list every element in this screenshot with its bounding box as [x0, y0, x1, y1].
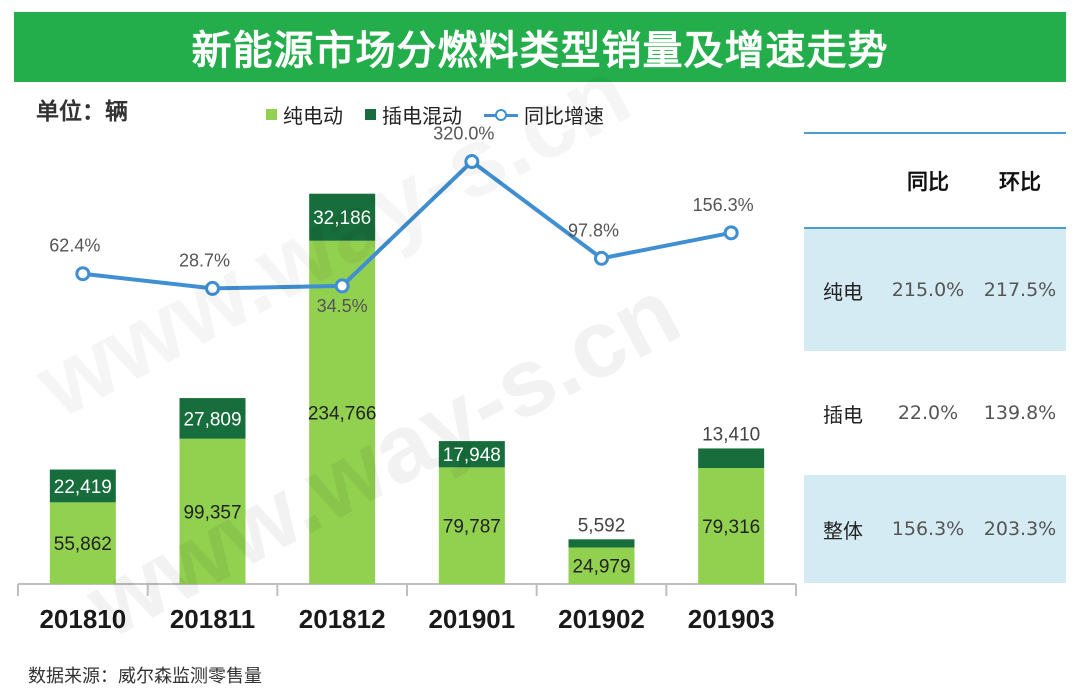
row-mom: 217.5% — [983, 279, 1057, 301]
chart-title: 新能源市场分燃料类型销量及增速走势 — [191, 28, 889, 74]
legend-label-bev: 纯电动 — [283, 104, 343, 128]
bar-phev — [438, 441, 505, 468]
row-yoy: 22.0% — [897, 402, 959, 424]
bar-label-phev: 22,419 — [54, 477, 112, 498]
bar-bev — [49, 502, 116, 584]
table-row: 整体 156.3% 203.3% — [804, 475, 1066, 583]
bar-bev — [179, 438, 246, 584]
bar-label-bev: 234,766 — [308, 403, 377, 424]
row-yoy: 156.3% — [891, 518, 965, 540]
legend: 纯电动 插电混动 同比增速 — [266, 100, 626, 129]
legend-label-yoy: 同比增速 — [524, 104, 604, 128]
bar-label-bev: 24,979 — [572, 557, 630, 578]
table-rule-header — [804, 227, 1066, 229]
chart-area: 55,862 22,419 201810 99,357 27,809 201811 234,… — [17, 124, 797, 634]
bar-bev — [698, 468, 765, 584]
bar-label-bev: 79,316 — [702, 517, 760, 538]
legend-line-icon — [484, 108, 518, 121]
yoy-label: 28.7% — [179, 250, 230, 270]
legend-label-phev: 插电混动 — [382, 104, 462, 128]
table-rule-top — [804, 132, 1066, 134]
x-tick-label: 201812 — [299, 604, 386, 634]
yoy-label: 34.5% — [317, 296, 368, 316]
yoy-point — [723, 225, 739, 241]
bar-label-phev: 27,809 — [183, 409, 241, 430]
bar-label-phev: 5,592 — [578, 515, 626, 536]
table-row: 插电 22.0% 139.8% — [804, 351, 1066, 475]
x-tick-label: 201810 — [39, 604, 126, 634]
yoy-point — [464, 154, 480, 170]
yoy-point — [205, 280, 220, 296]
source-note: 数据来源：威尔森监测零售量 — [28, 666, 262, 687]
yoy-point — [594, 250, 609, 266]
legend-swatch-bev — [266, 109, 277, 120]
x-tick-label: 201903 — [688, 604, 775, 634]
x-tick-label: 201811 — [170, 604, 255, 634]
legend-item-yoy: 同比增速 — [484, 100, 604, 129]
row-mom: 203.3% — [983, 518, 1057, 540]
bar-phev — [179, 398, 246, 439]
legend-swatch-phev — [365, 109, 376, 120]
bar-label-phev: 17,948 — [443, 445, 501, 466]
row-mom: 139.8% — [983, 402, 1057, 424]
bar-label-phev: 32,186 — [313, 208, 371, 229]
yoy-line — [82, 158, 732, 291]
row-yoy: 215.0% — [891, 279, 965, 301]
bar-label-bev: 99,357 — [183, 502, 241, 523]
row-label: 整体 — [823, 518, 863, 543]
row-label: 插电 — [823, 402, 863, 427]
bar-phev — [49, 469, 116, 503]
bar-phev — [568, 539, 635, 548]
yoy-label: 97.8% — [568, 220, 619, 240]
table-header-yoy: 同比 — [907, 170, 949, 194]
bar-phev — [698, 448, 765, 469]
unit-label: 单位：辆 — [36, 99, 128, 125]
bar-bev — [309, 240, 376, 584]
bar-label-phev: 13,410 — [702, 424, 760, 445]
yoy-point — [75, 266, 91, 282]
yoy-label: 62.4% — [49, 236, 100, 256]
bar-phev — [309, 193, 376, 241]
x-tick-label: 201901 — [428, 604, 515, 634]
legend-item-phev: 插电混动 — [365, 100, 462, 129]
row-label: 纯电 — [823, 279, 863, 304]
bar-bev — [438, 467, 505, 584]
title-bar: 新能源市场分燃料类型销量及增速走势 — [14, 12, 1066, 82]
table-header-row: 同比 环比 — [804, 152, 1066, 210]
bar-bev — [568, 547, 635, 584]
yoy-label: 320.0% — [433, 124, 494, 144]
table-row: 纯电 215.0% 217.5% — [804, 229, 1066, 351]
bar-label-bev: 79,787 — [443, 517, 501, 538]
bar-label-bev: 55,862 — [54, 534, 112, 555]
table-header-mom: 环比 — [999, 170, 1041, 194]
x-tick-label: 201902 — [558, 604, 645, 634]
legend-item-bev: 纯电动 — [266, 100, 343, 129]
yoy-point — [334, 278, 350, 294]
yoy-label: 156.3% — [693, 195, 754, 215]
